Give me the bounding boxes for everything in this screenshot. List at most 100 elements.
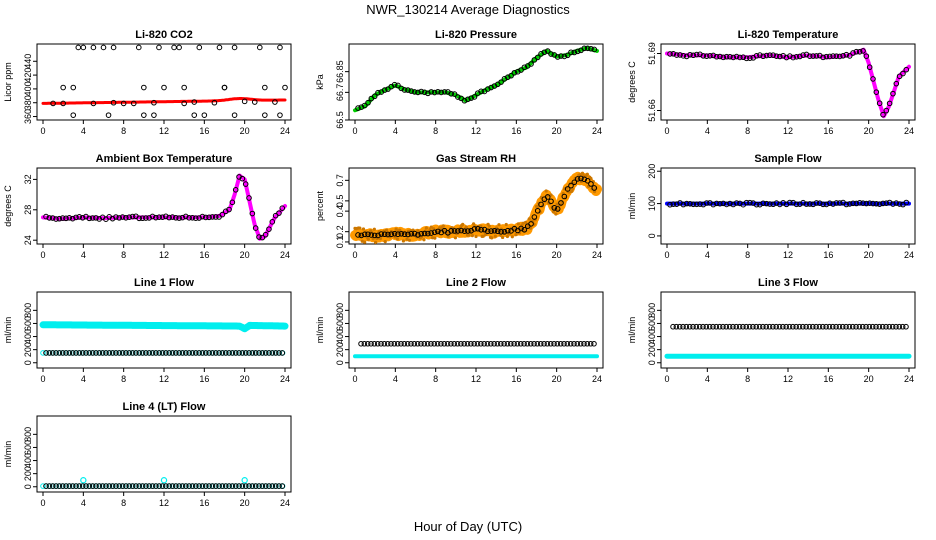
data-point	[873, 323, 879, 330]
data-point	[53, 350, 59, 356]
data-point	[408, 340, 414, 347]
x-tick-label: 4	[393, 374, 398, 384]
data-point	[810, 201, 816, 208]
data-point	[46, 350, 53, 356]
noise-dot	[446, 234, 450, 238]
data-point	[368, 232, 375, 238]
data-point	[574, 176, 581, 182]
data-point	[465, 228, 471, 234]
data-point	[534, 340, 541, 347]
data-point	[879, 323, 886, 330]
data-point	[196, 483, 202, 489]
data-point	[889, 323, 896, 330]
panel-frame	[36, 415, 292, 493]
data-point	[99, 350, 106, 356]
data-point	[564, 186, 571, 192]
data-point	[886, 100, 893, 107]
data-point	[810, 53, 816, 59]
data-point	[813, 200, 820, 206]
data-point	[211, 99, 218, 106]
y-tick-label: 600	[647, 316, 657, 331]
data-point	[116, 215, 123, 221]
data-point	[743, 323, 750, 330]
data-point	[890, 90, 896, 97]
data-point	[153, 214, 159, 221]
data-point	[740, 54, 747, 61]
data-point	[246, 195, 252, 201]
data-point	[528, 61, 534, 67]
data-point	[83, 483, 89, 489]
noise-dot	[363, 240, 367, 244]
data-point	[886, 199, 893, 206]
data-point	[249, 483, 256, 489]
y-tick-label: 800	[23, 427, 33, 442]
data-point	[431, 229, 438, 236]
data-point	[717, 53, 723, 60]
x-tick-label: 20	[864, 126, 874, 136]
noise-dot	[366, 237, 370, 241]
data-point	[119, 214, 126, 220]
data-point	[212, 214, 219, 220]
data-point	[139, 350, 146, 356]
y-tick-label: 0.2	[335, 225, 345, 238]
data-point	[277, 112, 283, 118]
data-point	[219, 483, 226, 489]
data-point	[226, 483, 232, 489]
data-point	[451, 340, 458, 347]
data-point	[531, 340, 537, 347]
data-point	[236, 350, 242, 356]
data-point	[693, 51, 700, 58]
data-point	[498, 79, 504, 85]
data-point	[43, 350, 49, 356]
data-point	[518, 225, 524, 232]
noise-dot	[481, 234, 485, 238]
data-point	[191, 112, 198, 118]
data-point	[415, 89, 421, 96]
data-point	[876, 323, 883, 330]
data-point	[418, 230, 425, 237]
data-point	[883, 200, 890, 206]
data-point	[179, 214, 186, 221]
data-point	[63, 350, 69, 356]
data-point	[96, 350, 103, 356]
y-tick-label: 0	[23, 484, 33, 489]
data-point	[361, 340, 368, 347]
y-tick-label: 200	[647, 164, 657, 179]
data-point	[53, 216, 59, 222]
noise-dot	[585, 172, 589, 176]
data-point	[448, 90, 454, 97]
data-point	[697, 51, 703, 58]
series-band	[41, 173, 287, 241]
data-point	[488, 340, 494, 347]
y-tick-label: 32	[23, 174, 33, 184]
noise-dot	[504, 222, 508, 227]
data-point	[723, 53, 730, 60]
data-point	[76, 483, 83, 489]
data-point	[819, 323, 826, 330]
data-point	[63, 483, 69, 489]
data-point	[246, 350, 252, 356]
data-point	[371, 340, 378, 347]
y-tick-label: 200	[23, 466, 33, 481]
data-point	[90, 100, 97, 107]
data-point	[252, 225, 259, 231]
data-point	[414, 340, 421, 347]
x-tick-label: 16	[511, 250, 521, 260]
y-axis-label: percent	[315, 190, 325, 221]
data-point	[541, 49, 548, 56]
data-point	[677, 52, 683, 58]
data-point	[79, 214, 86, 221]
data-point	[75, 44, 82, 51]
data-point	[870, 76, 876, 82]
noise-dot	[461, 222, 465, 227]
noise-dot	[497, 223, 501, 227]
data-point	[541, 340, 547, 347]
data-point	[388, 231, 395, 238]
x-tick-label: 12	[471, 374, 481, 384]
noise-dot	[395, 237, 399, 241]
panel-rh: Gas Stream RH 0 4 8 12 16 20 24 0.10.2 0.40.5 0.7 p…	[315, 153, 604, 260]
data-point	[361, 102, 368, 109]
data-point	[763, 323, 770, 330]
data-point	[133, 483, 139, 489]
data-point	[123, 350, 129, 356]
